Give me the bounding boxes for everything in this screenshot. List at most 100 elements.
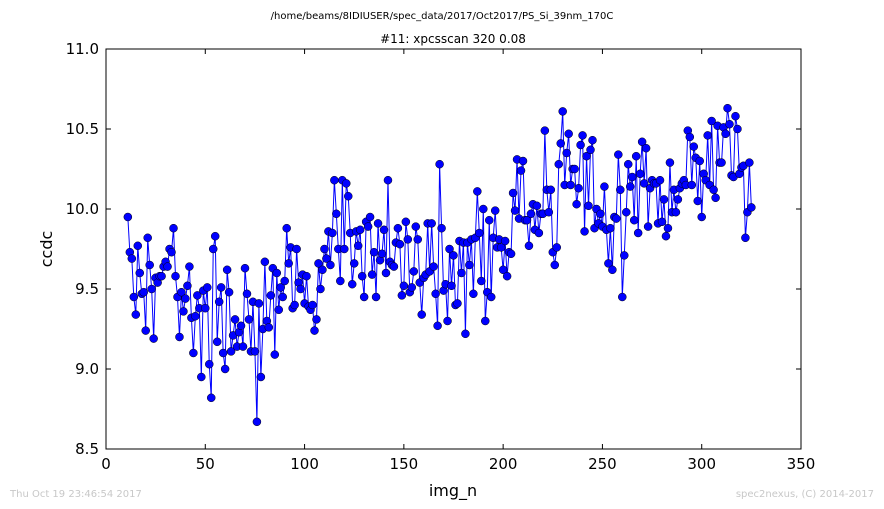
- data-point: [627, 172, 637, 182]
- data-layer: [123, 103, 756, 427]
- data-point: [401, 217, 411, 227]
- data-point: [586, 145, 595, 155]
- data-point: [600, 182, 609, 191]
- data-point: [445, 244, 454, 254]
- data-point: [314, 259, 323, 268]
- data-point: [578, 131, 587, 140]
- data-point: [641, 143, 651, 153]
- data-point: [703, 131, 712, 140]
- data-point: [518, 156, 528, 166]
- footer-timestamp: Thu Oct 19 23:46:54 2017: [10, 489, 142, 500]
- data-point: [608, 265, 617, 275]
- data-point: [310, 326, 319, 335]
- data-point: [409, 267, 419, 276]
- data-point: [413, 235, 423, 244]
- data-point: [367, 270, 377, 279]
- data-point: [516, 166, 526, 175]
- data-point: [429, 262, 438, 271]
- data-point: [163, 262, 172, 271]
- data-point: [230, 315, 240, 324]
- data-point: [266, 291, 276, 300]
- data-point: [308, 300, 317, 310]
- x-tick-label: 200: [489, 455, 518, 473]
- data-point: [473, 187, 482, 196]
- data-point: [534, 228, 544, 238]
- data-point: [639, 179, 649, 188]
- data-point: [205, 359, 214, 369]
- data-point: [443, 316, 452, 326]
- data-point: [540, 126, 550, 135]
- x-axis-ticks: 0 50 100 150 200 250 300 350: [101, 49, 815, 473]
- data-point: [332, 209, 341, 219]
- data-point: [623, 159, 633, 169]
- data-point: [564, 129, 573, 139]
- data-point: [711, 193, 720, 203]
- data-point: [226, 347, 236, 356]
- data-point: [193, 291, 202, 300]
- data-point: [498, 265, 508, 275]
- data-point: [282, 223, 291, 233]
- data-point: [181, 294, 190, 303]
- data-point: [383, 175, 393, 185]
- data-point: [550, 260, 560, 270]
- data-point: [292, 244, 301, 254]
- data-point: [643, 222, 653, 231]
- data-point: [502, 271, 512, 281]
- data-point: [216, 283, 226, 292]
- data-point: [490, 206, 500, 215]
- data-point: [254, 299, 264, 308]
- data-point: [357, 271, 367, 281]
- data-point: [671, 207, 681, 217]
- data-point: [616, 185, 625, 195]
- data-point: [477, 276, 486, 286]
- data-point: [588, 135, 597, 145]
- data-point: [218, 348, 228, 358]
- data-point: [274, 305, 284, 315]
- data-point: [689, 142, 699, 151]
- data-point: [369, 247, 379, 257]
- data-point: [326, 260, 335, 270]
- data-point: [238, 342, 248, 351]
- x-tick-label: 150: [390, 455, 419, 473]
- data-point: [212, 337, 222, 347]
- data-point: [250, 347, 260, 356]
- data-point: [723, 103, 732, 113]
- data-point: [399, 281, 409, 291]
- data-point: [506, 249, 516, 259]
- data-point: [395, 239, 405, 249]
- data-point: [510, 206, 520, 215]
- data-point: [242, 289, 252, 299]
- data-point: [201, 303, 210, 313]
- y-tick-label: 11.0: [66, 40, 99, 58]
- data-point: [745, 158, 754, 167]
- data-point: [427, 219, 436, 228]
- data-point: [544, 207, 554, 217]
- data-point: [449, 251, 458, 260]
- data-point: [206, 393, 216, 403]
- data-point: [741, 233, 750, 243]
- data-point: [562, 148, 571, 158]
- data-point: [612, 214, 621, 223]
- data-point: [330, 175, 339, 185]
- series-line: [127, 108, 752, 422]
- y-tick-label: 10.0: [66, 200, 99, 218]
- data-point: [659, 195, 669, 204]
- data-point: [189, 348, 198, 358]
- data-point: [240, 263, 250, 273]
- data-point: [278, 292, 287, 302]
- data-point: [379, 225, 389, 235]
- data-point: [252, 417, 262, 427]
- data-point: [685, 132, 695, 142]
- data-point: [197, 372, 206, 382]
- data-point: [167, 247, 176, 257]
- data-point: [236, 321, 246, 331]
- data-point: [389, 262, 399, 271]
- data-point: [522, 215, 532, 225]
- data-point: [139, 287, 148, 297]
- data-point: [149, 334, 158, 343]
- data-point: [457, 268, 466, 278]
- data-point: [342, 179, 351, 188]
- y-tick-label: 10.5: [66, 120, 99, 138]
- data-point: [673, 195, 683, 204]
- data-point: [431, 289, 440, 299]
